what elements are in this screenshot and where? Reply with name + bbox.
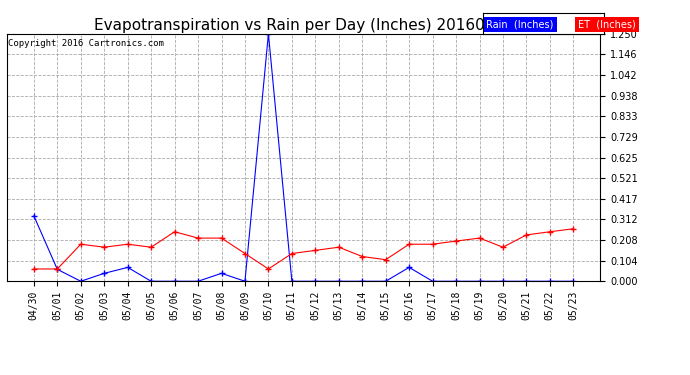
Text: Rain  (Inches): Rain (Inches) — [486, 20, 554, 29]
Text: Rain  (Inches): Rain (Inches) — [486, 20, 554, 29]
Text: Copyright 2016 Cartronics.com: Copyright 2016 Cartronics.com — [8, 39, 164, 48]
Text: ET  (Inches): ET (Inches) — [578, 20, 636, 29]
Text: ET  (Inches): ET (Inches) — [578, 20, 636, 29]
Title: Evapotranspiration vs Rain per Day (Inches) 20160524: Evapotranspiration vs Rain per Day (Inch… — [94, 18, 513, 33]
